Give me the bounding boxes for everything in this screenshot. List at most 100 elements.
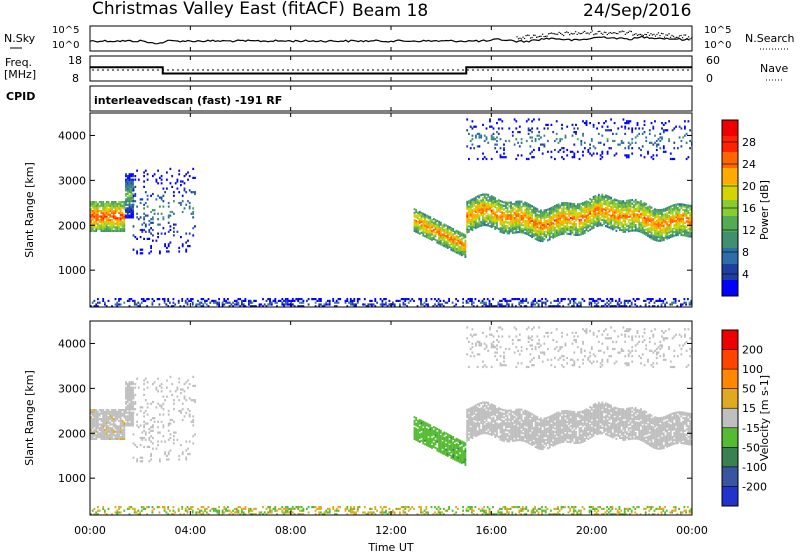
power-cell xyxy=(143,237,145,240)
power-cell xyxy=(597,298,600,301)
power-cell xyxy=(578,212,581,215)
power-cell xyxy=(678,208,681,211)
power-cell xyxy=(610,200,612,203)
noise-search-point xyxy=(681,37,684,39)
power-cell xyxy=(436,225,439,228)
power-cell xyxy=(613,205,616,208)
power-cell xyxy=(494,138,497,141)
power-cell xyxy=(102,224,105,227)
power-cell xyxy=(608,219,611,222)
power-cell xyxy=(496,143,498,146)
power-cell xyxy=(536,218,539,222)
power-cell xyxy=(511,305,514,307)
power-cell xyxy=(636,305,638,307)
power-cell xyxy=(116,229,119,232)
power-cell xyxy=(128,173,131,176)
power-cell xyxy=(650,233,653,236)
power-cell xyxy=(685,141,688,144)
velocity-cell xyxy=(143,379,145,382)
power-cell xyxy=(540,220,542,223)
power-cell xyxy=(100,217,103,220)
power-cell xyxy=(93,213,96,216)
power-cell xyxy=(136,237,138,240)
velocity-cell xyxy=(422,429,425,432)
power-cell xyxy=(417,220,419,223)
power-cell xyxy=(684,134,686,137)
power-cell xyxy=(664,207,667,210)
power-cell xyxy=(540,227,542,230)
velocity-cell xyxy=(169,418,172,422)
power-cell xyxy=(636,218,639,222)
velocity-cell xyxy=(164,451,166,454)
power-cell xyxy=(337,298,340,301)
power-cell xyxy=(638,213,641,217)
velocity-cell xyxy=(144,409,147,413)
power-cell xyxy=(471,216,474,219)
power-cell xyxy=(561,202,563,205)
velocity-cell xyxy=(128,386,131,389)
power-cell xyxy=(690,301,692,304)
power-cell xyxy=(457,243,460,246)
power-cell xyxy=(494,202,497,205)
velocity-cell xyxy=(171,383,174,386)
power-cell xyxy=(187,171,189,174)
power-cell xyxy=(627,301,630,304)
power-cell xyxy=(406,298,408,301)
power-cell xyxy=(95,220,98,223)
velocity-cell xyxy=(134,393,137,396)
velocity-cell xyxy=(422,427,425,431)
velocity-cell xyxy=(116,418,119,421)
velocity-cell xyxy=(119,425,122,428)
noise-search-point xyxy=(581,32,583,35)
power-cell xyxy=(644,303,647,306)
power-cell xyxy=(174,223,177,226)
power-cell xyxy=(590,213,593,216)
velocity-cell xyxy=(178,454,181,457)
power-cell xyxy=(475,134,477,137)
power-cell xyxy=(582,232,584,235)
power-cell xyxy=(568,225,570,228)
power-cell xyxy=(422,223,425,226)
velocity-cell xyxy=(104,428,106,431)
power-cell xyxy=(478,134,481,137)
power-cell xyxy=(267,298,270,301)
velocity-cell xyxy=(413,434,416,437)
power-cell xyxy=(571,208,574,211)
power-cell xyxy=(459,247,461,250)
power-cell xyxy=(541,211,544,214)
velocity-cell xyxy=(126,418,129,422)
power-cell xyxy=(647,218,649,221)
power-cell xyxy=(529,229,532,232)
power-cell xyxy=(589,212,591,215)
power-cell xyxy=(561,214,563,218)
velocity-cell xyxy=(425,424,428,427)
power-cell xyxy=(597,220,600,223)
power-cell xyxy=(417,211,419,214)
power-cell xyxy=(650,224,653,227)
power-cell xyxy=(612,215,614,218)
power-cell xyxy=(569,222,572,225)
velocity-cell xyxy=(181,451,184,454)
power-cell xyxy=(575,219,577,222)
power-cell xyxy=(568,204,570,207)
power-cell xyxy=(592,208,595,211)
power-cell xyxy=(234,303,236,306)
power-cell xyxy=(454,243,456,246)
power-cell xyxy=(485,305,487,307)
power-cell xyxy=(533,211,535,214)
power-cell xyxy=(573,224,576,227)
power-cell xyxy=(437,298,440,301)
power-cell xyxy=(121,201,124,204)
velocity-cell xyxy=(141,460,144,463)
power-cell xyxy=(455,247,458,250)
power-cell xyxy=(90,201,92,204)
power-cell xyxy=(506,214,509,217)
power-cell xyxy=(587,210,590,213)
power-cell xyxy=(531,139,533,143)
power-cell xyxy=(641,208,644,211)
velocity-cell xyxy=(144,377,147,380)
power-cell xyxy=(504,215,507,219)
power-cell xyxy=(112,220,115,223)
power-cell xyxy=(527,226,530,229)
velocity-cell xyxy=(116,432,119,435)
